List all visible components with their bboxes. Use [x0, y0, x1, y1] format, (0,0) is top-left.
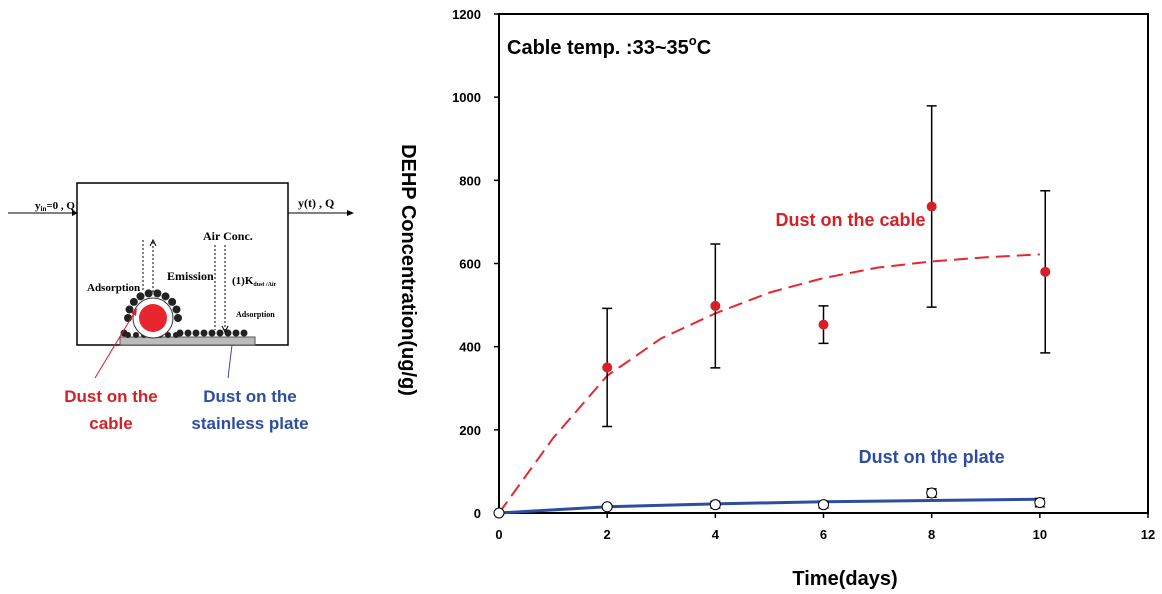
air-label: Air Conc.	[203, 229, 253, 243]
chart: Time(days) DEHP Concentration(ug/g) Cabl…	[397, 7, 1155, 590]
data-point	[493, 507, 505, 519]
dust-dot	[129, 297, 138, 306]
annotation-text: Cable temp. :33~35	[507, 37, 689, 59]
emission-label: Emission	[167, 269, 214, 283]
x-tick-label: 6	[820, 527, 827, 542]
dust-dot	[173, 332, 179, 338]
y-tick-label: 0	[474, 506, 481, 521]
dust-dot	[240, 329, 248, 337]
data-point	[1034, 497, 1046, 509]
fit-line	[498, 497, 1040, 515]
dust-dots	[120, 289, 248, 338]
y-tick-label: 400	[459, 340, 481, 355]
k-label: (1)Kdust /Air	[232, 275, 277, 288]
diagram: yin=0 , Q y(t) , Q Air Conc. Emission (1…	[8, 182, 354, 433]
dust-dot	[172, 305, 181, 314]
series-label: Dust on the plate	[859, 447, 1005, 467]
data-point	[926, 201, 937, 212]
dust-dot	[153, 289, 162, 298]
x-tick-label: 2	[604, 527, 611, 542]
data-point	[601, 501, 613, 513]
dust-dot	[208, 329, 216, 337]
x-tick-label: 4	[712, 527, 720, 542]
arrowhead	[221, 325, 229, 334]
adsorption-label: Adsorption	[236, 310, 275, 319]
dust-dot	[192, 329, 200, 337]
dust-dot	[136, 292, 145, 301]
data-point	[1040, 266, 1051, 277]
plot-frame	[498, 13, 1149, 514]
y-tick-label: 600	[459, 257, 481, 272]
y-tick-label: 200	[459, 423, 481, 438]
data-point	[602, 362, 613, 373]
dust-dot	[184, 329, 192, 337]
dust-dot	[125, 305, 134, 314]
dust-dot	[133, 332, 139, 338]
adsorption-label: Adsorption	[87, 282, 140, 294]
x-tick-label: 8	[928, 527, 935, 542]
label: dust /Air	[253, 282, 276, 288]
cable-pointer	[94, 309, 137, 379]
label: y	[35, 200, 41, 212]
y-tick-label: 800	[459, 173, 481, 188]
dust-dot	[125, 332, 131, 338]
x-tick-label: 12	[1141, 527, 1155, 542]
arrowhead	[72, 210, 78, 216]
dust-dot	[216, 329, 224, 337]
plate-label: Dust on the	[203, 387, 297, 406]
annotation-text: C	[697, 37, 711, 59]
x-tick-label: 10	[1033, 527, 1047, 542]
y-tick-label: 1000	[452, 90, 481, 105]
cable-label: cable	[89, 414, 132, 433]
plate	[119, 336, 256, 346]
dust-dot	[224, 329, 232, 337]
cable-label: Dust on the	[64, 387, 158, 406]
series-label: Dust on the cable	[776, 210, 926, 230]
label: (1)K	[232, 275, 254, 287]
dust-dot	[161, 292, 170, 301]
outflow-label: y(t) , Q	[298, 196, 334, 210]
data-point	[818, 499, 829, 511]
dust-dot	[174, 314, 182, 322]
annotation: Cable temp. :33~35oC	[507, 33, 711, 59]
x-axis-title: Time(days)	[792, 568, 897, 590]
y-axis-title: DEHP Concentration(ug/g)	[397, 144, 419, 396]
label: in	[41, 205, 47, 213]
dust-dot	[200, 329, 208, 337]
inflow-label: yin=0 , Q	[35, 200, 75, 213]
data-point	[710, 300, 721, 311]
data-point	[926, 487, 938, 499]
dust-dot	[144, 289, 153, 298]
arrowhead	[347, 210, 354, 216]
dust-dot	[168, 297, 177, 306]
label: =0 , Q	[46, 200, 75, 212]
data-point	[709, 499, 721, 511]
y-tick-label: 1200	[452, 7, 481, 22]
fit-line	[498, 253, 1040, 514]
plate-label: stainless plate	[191, 414, 308, 433]
dust-dot	[232, 329, 240, 337]
annotation-sup: o	[689, 33, 697, 48]
plate-pointer	[227, 344, 233, 379]
chamber	[76, 182, 289, 346]
arrowhead	[149, 238, 157, 247]
arrowhead	[131, 308, 137, 316]
cable-core	[139, 304, 167, 332]
data-point	[818, 319, 829, 330]
dust-dot	[165, 332, 171, 338]
x-tick-label: 0	[495, 527, 502, 542]
